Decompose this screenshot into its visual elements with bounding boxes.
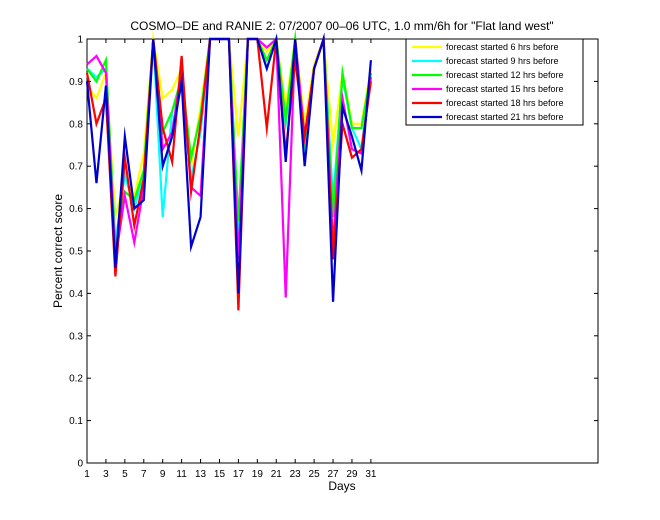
y-tick-label: 0.4 (69, 289, 83, 300)
x-tick-label: 19 (252, 469, 264, 480)
legend-label-2: forecast started 9 hrs before (446, 56, 559, 66)
legend-label-4: forecast started 15 hrs before (446, 84, 564, 94)
x-tick-label: 13 (195, 469, 207, 480)
y-tick-label: 0.7 (69, 162, 83, 173)
legend-label-5: forecast started 18 hrs before (446, 98, 564, 108)
x-tick-label: 17 (233, 469, 245, 480)
legend-label-1: forecast started 6 hrs before (446, 42, 559, 52)
x-tick-label: 23 (290, 469, 302, 480)
x-axis-title: Days (328, 479, 355, 493)
y-tick-label: 0.6 (69, 204, 83, 215)
y-tick-label: 0.1 (69, 416, 83, 427)
x-tick-label: 7 (141, 469, 147, 480)
series-layer (85, 28, 372, 311)
y-tick-label: 0.5 (69, 247, 83, 258)
legend-box (405, 38, 584, 126)
chart-title: COSMO–DE and RANIE 2: 07/2007 00–06 UTC,… (130, 19, 553, 33)
legend: forecast started 6 hrs before forecast st… (405, 38, 584, 126)
y-axis-title: Percent correct score (51, 194, 65, 308)
y-tick-label: 1 (77, 35, 83, 46)
legend-label-3: forecast started 12 hrs before (446, 70, 564, 80)
y-tick-label: 0.8 (69, 119, 83, 130)
x-tick-label: 3 (103, 469, 109, 480)
y-tick-label: 0.9 (69, 77, 83, 88)
x-tick-label: 21 (271, 469, 283, 480)
series-line-6 (85, 32, 372, 302)
x-tick-label: 29 (346, 469, 358, 480)
x-tick-label: 15 (214, 469, 226, 480)
x-tick-label: 11 (176, 469, 187, 480)
x-tick-label: 27 (327, 469, 339, 480)
y-axis: 0 0.1 0.2 0.3 0.4 0.5 0.6 0.7 0.8 0.9 1 (69, 35, 598, 470)
x-tick-label: 1 (84, 469, 90, 480)
y-tick-label: 0.2 (69, 374, 83, 385)
x-tick-label: 5 (122, 469, 128, 480)
y-tick-label: 0 (77, 459, 83, 470)
legend-label-6: forecast started 21 hrs before (446, 112, 564, 122)
x-tick-label: 25 (309, 469, 321, 480)
x-axis: 1 3 5 7 9 11 13 15 17 19 21 23 25 27 29 31 (84, 39, 377, 480)
x-tick-label: 9 (160, 469, 166, 480)
y-tick-label: 0.3 (69, 331, 83, 342)
x-tick-label: 31 (365, 469, 377, 480)
